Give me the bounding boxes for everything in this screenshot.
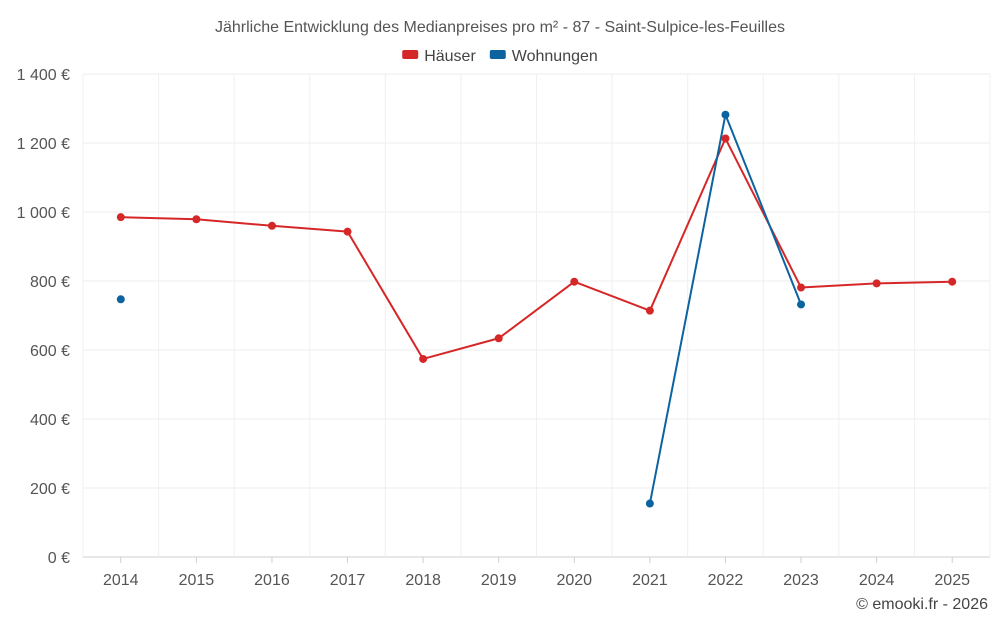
legend-label: Wohnungen <box>512 48 598 65</box>
data-point[interactable] <box>645 306 654 315</box>
data-point[interactable] <box>570 277 579 286</box>
y-tick-label: 1 400 € <box>17 67 70 84</box>
data-point[interactable] <box>116 295 125 304</box>
x-tick-label: 2020 <box>556 572 592 589</box>
legend[interactable]: Häuser Wohnungen <box>402 48 598 65</box>
legend-item-1[interactable]: Wohnungen <box>489 48 598 65</box>
x-tick-label: 2015 <box>179 572 215 589</box>
grid <box>82 73 991 558</box>
y-tick-label: 600 € <box>30 343 70 360</box>
data-point[interactable] <box>343 227 352 236</box>
x-tick-label: 2014 <box>103 572 139 589</box>
data-point[interactable] <box>721 134 730 143</box>
data-point[interactable] <box>419 354 428 363</box>
series-1[interactable] <box>116 110 806 508</box>
data-point[interactable] <box>797 283 806 292</box>
data-point[interactable] <box>721 110 730 119</box>
series-layer <box>116 110 957 508</box>
data-point[interactable] <box>494 334 503 343</box>
chart-title: Jährliche Entwicklung des Medianpreises … <box>215 19 785 36</box>
y-tick-label: 400 € <box>30 412 70 429</box>
y-tick-label: 1 200 € <box>17 136 70 153</box>
x-tick-label: 2018 <box>405 572 441 589</box>
data-point[interactable] <box>116 213 125 222</box>
legend-swatch <box>489 50 506 59</box>
y-tick-label: 0 € <box>48 550 70 567</box>
credit-text: © emooki.fr - 2026 <box>856 596 988 613</box>
legend-swatch <box>402 50 419 59</box>
data-point[interactable] <box>192 215 201 224</box>
y-tick-label: 200 € <box>30 481 70 498</box>
legend-item-0[interactable]: Häuser <box>402 48 476 65</box>
axes: 0 € 200 € 400 € 600 € 800 € 1 000 € 1 200 € 1 4… <box>17 67 970 589</box>
x-tick-label: 2024 <box>859 572 895 589</box>
y-tick-label: 800 € <box>30 274 70 291</box>
series-0[interactable] <box>116 134 957 363</box>
x-tick-label: 2016 <box>254 572 290 589</box>
x-tick-label: 2025 <box>934 572 970 589</box>
data-point[interactable] <box>645 499 654 508</box>
x-tick-label: 2019 <box>481 572 517 589</box>
x-tick-label: 2023 <box>783 572 819 589</box>
data-point[interactable] <box>267 221 276 230</box>
x-tick-label: 2022 <box>708 572 744 589</box>
x-tick-label: 2017 <box>330 572 366 589</box>
series-line <box>120 137 953 360</box>
y-tick-label: 1 000 € <box>17 205 70 222</box>
data-point[interactable] <box>948 277 957 286</box>
series-line <box>648 113 802 504</box>
data-point[interactable] <box>797 300 806 309</box>
x-tick-label: 2021 <box>632 572 668 589</box>
legend-label: Häuser <box>424 48 476 65</box>
data-point[interactable] <box>872 279 881 288</box>
